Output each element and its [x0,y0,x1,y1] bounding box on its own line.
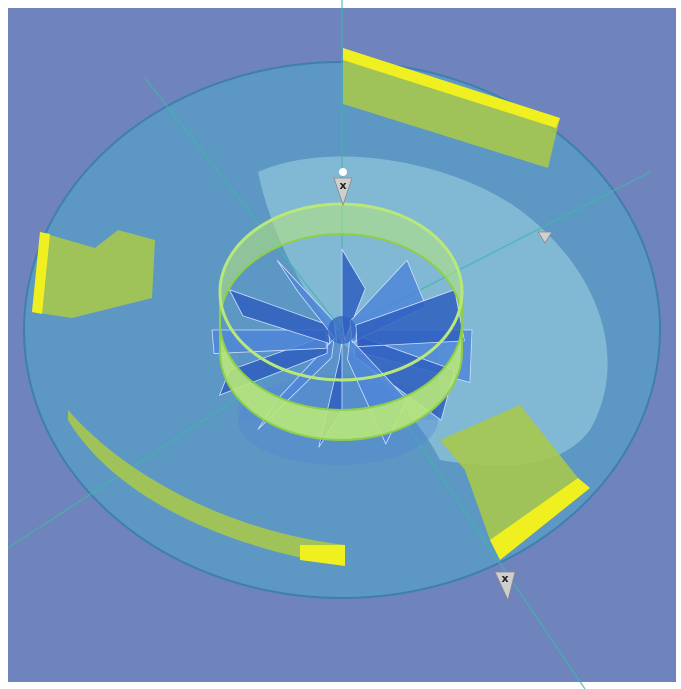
hub-center [328,316,356,344]
diagonal-axis-line-upper-left [144,77,343,331]
rotor-blade [228,288,331,345]
panel-right [440,405,590,560]
panel-left [32,230,155,318]
rotor-blade [355,289,465,348]
panel-top [343,48,560,168]
marker-top: x [333,168,353,207]
svg-text:x: x [501,572,508,585]
panel-bottom [68,410,345,566]
marker-bottom: x [494,571,516,602]
marker-right [537,231,553,244]
hub-ring-top-edge [218,202,464,382]
svg-text:x: x [339,179,346,192]
hub-ring-front [219,321,463,441]
